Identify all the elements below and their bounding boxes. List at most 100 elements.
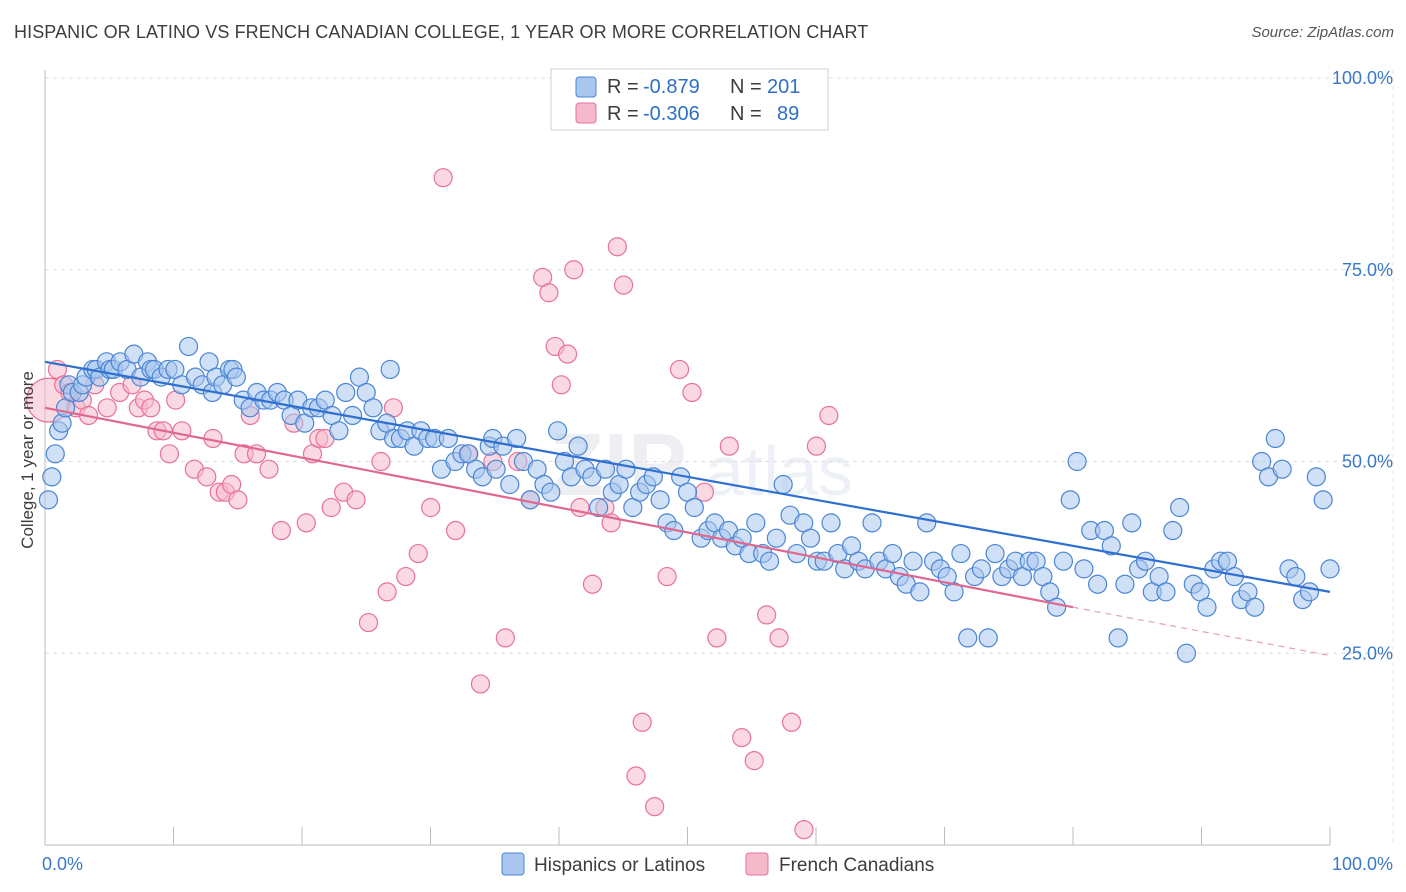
hispanics-point [903,551,923,571]
hispanics-point [1088,574,1108,594]
legend-n-value-2: 89 [777,103,799,125]
french-canadians-point [321,497,341,518]
hispanics-point [1101,536,1121,556]
hispanics-point [971,559,992,579]
hispanics-point [944,582,964,602]
hispanics-point [1245,597,1265,617]
y-tick-label-25: 25.0% [1342,643,1393,663]
french-canadians-point [470,674,491,694]
french-canadians-point [613,275,634,295]
hispanics-point [917,513,937,533]
hispanics-point [1135,551,1156,571]
hispanics-point [1046,597,1067,617]
hispanics-point [684,497,704,518]
legend-n-label-2: N = [730,103,762,125]
legend-swatch-pink [575,102,597,124]
hispanics-point [978,628,998,648]
french-canadians-point [732,728,752,748]
hispanics-point [958,628,978,648]
y-tick-label-50: 50.0% [1342,452,1393,472]
legend-n-label-1: N = [730,76,762,98]
hispanics-point [616,459,636,479]
french-canadians-point [371,451,391,472]
trend-lines [44,360,1331,657]
chart-title: HISPANIC OR LATINO VS FRENCH CANADIAN CO… [14,22,869,42]
hispanics-point [951,543,971,564]
legend-box [550,68,829,131]
hispanics-point [985,543,1005,564]
hispanics-point [1313,490,1333,510]
french-canadians-point [582,574,603,594]
french-canadians-point [694,482,715,502]
hispanics-point [486,459,506,479]
french-canadians-point [296,513,316,533]
french-canadians-point [445,520,466,541]
french-canadians-point [97,398,117,418]
legend-swatch-blue [575,76,597,98]
french-canadians-point [564,260,584,280]
hispanics-point [1122,513,1142,533]
hispanics-point [773,474,793,495]
hispanics-point [1053,551,1074,571]
hispanics-point [336,382,356,403]
series-legend: Hispanics or Latinos French Canadians [501,852,934,876]
french-canadians-point [159,444,180,464]
hispanics-point [1306,467,1326,487]
series-swatch-hispanics [501,852,525,876]
hispanics-point [1320,559,1340,579]
french-canadians-point [197,467,217,487]
hispanics-point [178,336,199,357]
hispanics-point [1286,566,1306,587]
french-canadians-point [806,436,827,456]
hispanics-point [329,421,349,441]
french-canadians-point [645,797,665,817]
hispanics-point [45,444,65,464]
hispanics-point [1163,520,1183,541]
hispanics-point [766,528,786,548]
hispanics-point [1299,582,1320,602]
french-canadians-point [607,237,627,257]
french-canadians-point [669,359,690,380]
y-tick-label-100: 100.0% [1332,68,1393,88]
french-canadians-point [259,459,279,479]
hispanics-point [1265,428,1285,449]
french-canadians-point [744,751,764,771]
hispanics-point [1115,574,1135,594]
french-canadians-point [141,398,161,418]
french-canadians-point [495,628,515,648]
french-canadians-point [657,566,677,587]
series-label-french-canadians: French Canadians [779,855,934,876]
hispanics-point [507,428,527,449]
hispanics-point [910,582,930,602]
french-canadians-point [781,712,802,732]
french-canadians-point [271,520,291,541]
hispanics-point [595,459,616,479]
x-tick-label-min: 0.0% [42,854,83,874]
french-canadians-point [551,375,571,395]
french-canadians-point [707,628,727,648]
hispanics-trend-line [44,360,1331,593]
french-canadians-point [557,344,578,364]
hispanics-point [500,474,520,495]
french-canadians-point [757,605,777,625]
hispanics-point [759,551,780,571]
french-canadians-point [626,766,646,786]
french-canadians-point [819,405,839,426]
hispanics-point [38,490,59,510]
hispanics-point [882,543,903,564]
french-canadians-point [396,566,416,587]
hispanics-point [1067,451,1087,472]
hispanics-point [1060,490,1080,510]
y-tick-label-75: 75.0% [1342,260,1393,280]
legend-n-value-1: 201 [767,76,800,98]
tick-labels: 25.0% 50.0% 75.0% 100.0% 0.0% 100.0% [42,68,1393,874]
hispanics-points [38,336,1340,663]
hispanics-point [541,482,561,502]
hispanics-point [1272,459,1292,479]
hispanics-point [548,421,568,441]
hispanics-point [800,528,821,548]
y-axis-label: College, 1 year or more [18,371,37,549]
hispanics-point [862,513,882,533]
stats-legend: R = -0.879 N = 201 R = -0.306 N = 89 [550,68,829,131]
